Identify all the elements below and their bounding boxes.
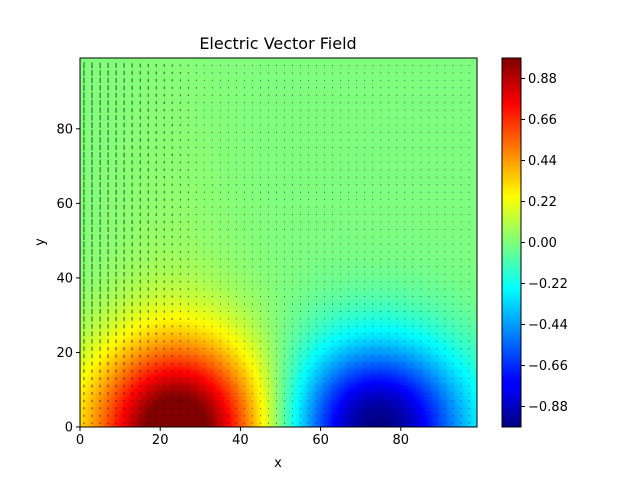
x-tick-label: 80: [393, 433, 410, 448]
colorbar-tick-label: 0.66: [528, 113, 557, 128]
plot-frame: [79, 57, 478, 428]
y-tick-label: 20: [56, 346, 73, 361]
y-tick-label: 40: [56, 271, 73, 286]
x-tick-label: 20: [152, 433, 169, 448]
y-tick-label: 80: [56, 122, 73, 137]
x-tick-label: 40: [232, 433, 249, 448]
colorbar-tick-label: −0.88: [528, 400, 568, 415]
y-tick-label: 60: [56, 197, 73, 212]
y-axis-label: y: [33, 238, 48, 246]
colorbar-gradient: [502, 58, 521, 427]
y-axis-ticks: 0 20 40 60 80: [56, 122, 80, 436]
quiver-field: [83, 62, 470, 425]
colorbar-tick-label: 0.22: [528, 195, 557, 210]
colorbar-tick-label: −0.22: [528, 277, 568, 292]
colorbar-tick-label: −0.66: [528, 359, 568, 374]
x-axis-label: x: [274, 456, 282, 471]
x-axis-ticks: 0 20 40 60 80: [76, 427, 409, 448]
heatmap-area: [80, 58, 477, 427]
colorbar-tick-label: 0.00: [528, 236, 557, 251]
colorbar-tick-label: 0.88: [528, 72, 557, 87]
heatmap-image: [80, 58, 477, 427]
x-tick-label: 60: [312, 433, 329, 448]
colorbar-tick-label: 0.44: [528, 154, 557, 169]
colorbar-ticks: 0.88 0.66 0.44 0.22 0.00 −0.22 −0.44 −0.66 −0.88: [521, 72, 568, 415]
x-tick-label: 0: [76, 433, 84, 448]
quiver-arrows: [83, 62, 470, 425]
colorbar: 0.88 0.66 0.44 0.22 0.00 −0.22 −0.44 −0.66 −0.88: [501, 57, 568, 428]
colorbar-tick-label: −0.44: [528, 318, 568, 333]
y-tick-label: 0: [65, 421, 73, 436]
chart-title: Electric Vector Field: [199, 34, 356, 53]
